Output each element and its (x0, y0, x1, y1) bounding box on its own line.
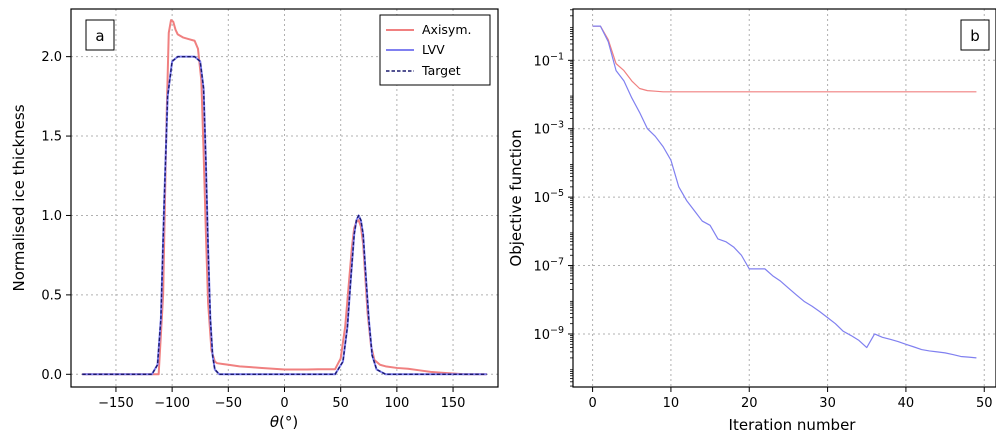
legend-label-axisym: Axisym. (422, 22, 471, 37)
y-tick-label: 10−5 (533, 188, 564, 206)
x-tick-label: 40 (898, 396, 915, 411)
x-axis-title: Iteration number (729, 416, 857, 434)
panel-b: 0 10 20 30 40 50 10−110−310−510−710−9 Iterati… (507, 9, 996, 434)
y-axis-title: Normalised ice thickness (10, 104, 28, 291)
plot-frame (573, 9, 996, 387)
legend-label-lvv: LVV (422, 42, 445, 57)
y-tick-label: 0.5 (41, 288, 62, 303)
y-tick-exponent: −7 (550, 257, 564, 268)
x-axis: 0 10 20 30 40 50 (588, 387, 992, 411)
y-tick-label: 1.5 (41, 130, 62, 145)
series-lvv-objective-line (593, 26, 977, 358)
panel-tag-label: a (95, 27, 104, 45)
x-tick-label: 50 (332, 396, 349, 411)
y-tick-label: 10−3 (533, 120, 564, 138)
x-axis: −150 −100 −50 0 50 100 150 (98, 387, 465, 411)
y-tick-base: 10 (533, 54, 550, 69)
y-tick-base: 10 (533, 191, 550, 206)
y-tick-label: 0.0 (41, 368, 62, 383)
y-tick-exponent: −1 (550, 51, 564, 62)
y-tick-base: 10 (533, 123, 550, 138)
y-tick-label: 10−7 (533, 257, 564, 275)
legend: Axisym. LVV Target (380, 15, 490, 85)
x-axis-unit: (°) (279, 413, 298, 431)
y-tick-label: 10−9 (533, 325, 564, 343)
y-tick-base: 10 (533, 328, 550, 343)
legend-label-target: Target (421, 63, 461, 78)
y-tick-exponent: −3 (550, 120, 564, 131)
y-tick-label: 2.0 (41, 50, 62, 65)
y-tick-base: 10 (533, 260, 550, 275)
y-tick-exponent: −9 (550, 325, 564, 336)
panel-tag-label: b (970, 27, 980, 45)
x-tick-label: 50 (976, 396, 993, 411)
x-tick-label: 30 (819, 396, 836, 411)
y-axis: 10−110−310−510−710−9 (533, 10, 573, 386)
x-tick-label: −150 (98, 396, 134, 411)
grid (573, 9, 996, 387)
panel-a: −150 −100 −50 0 50 100 150 0.0 0.5 1.0 1.5 2.0 θ (… (10, 9, 498, 431)
series-axisym-objective-line (593, 26, 977, 92)
series-lines (593, 26, 977, 358)
y-tick-exponent: −5 (550, 188, 564, 199)
x-tick-label: 150 (441, 396, 466, 411)
x-axis-title: θ (270, 413, 279, 431)
x-tick-label: 10 (663, 396, 680, 411)
x-tick-label: −50 (215, 396, 242, 411)
y-tick-label: 1.0 (41, 209, 62, 224)
x-tick-label: 20 (741, 396, 758, 411)
x-tick-label: 100 (384, 396, 409, 411)
x-tick-label: 0 (588, 396, 596, 411)
y-tick-label: 10−1 (533, 51, 564, 69)
y-axis-title: Objective function (507, 129, 525, 266)
y-axis: 0.0 0.5 1.0 1.5 2.0 (41, 50, 71, 383)
x-tick-label: 0 (280, 396, 288, 411)
x-tick-label: −100 (154, 396, 190, 411)
